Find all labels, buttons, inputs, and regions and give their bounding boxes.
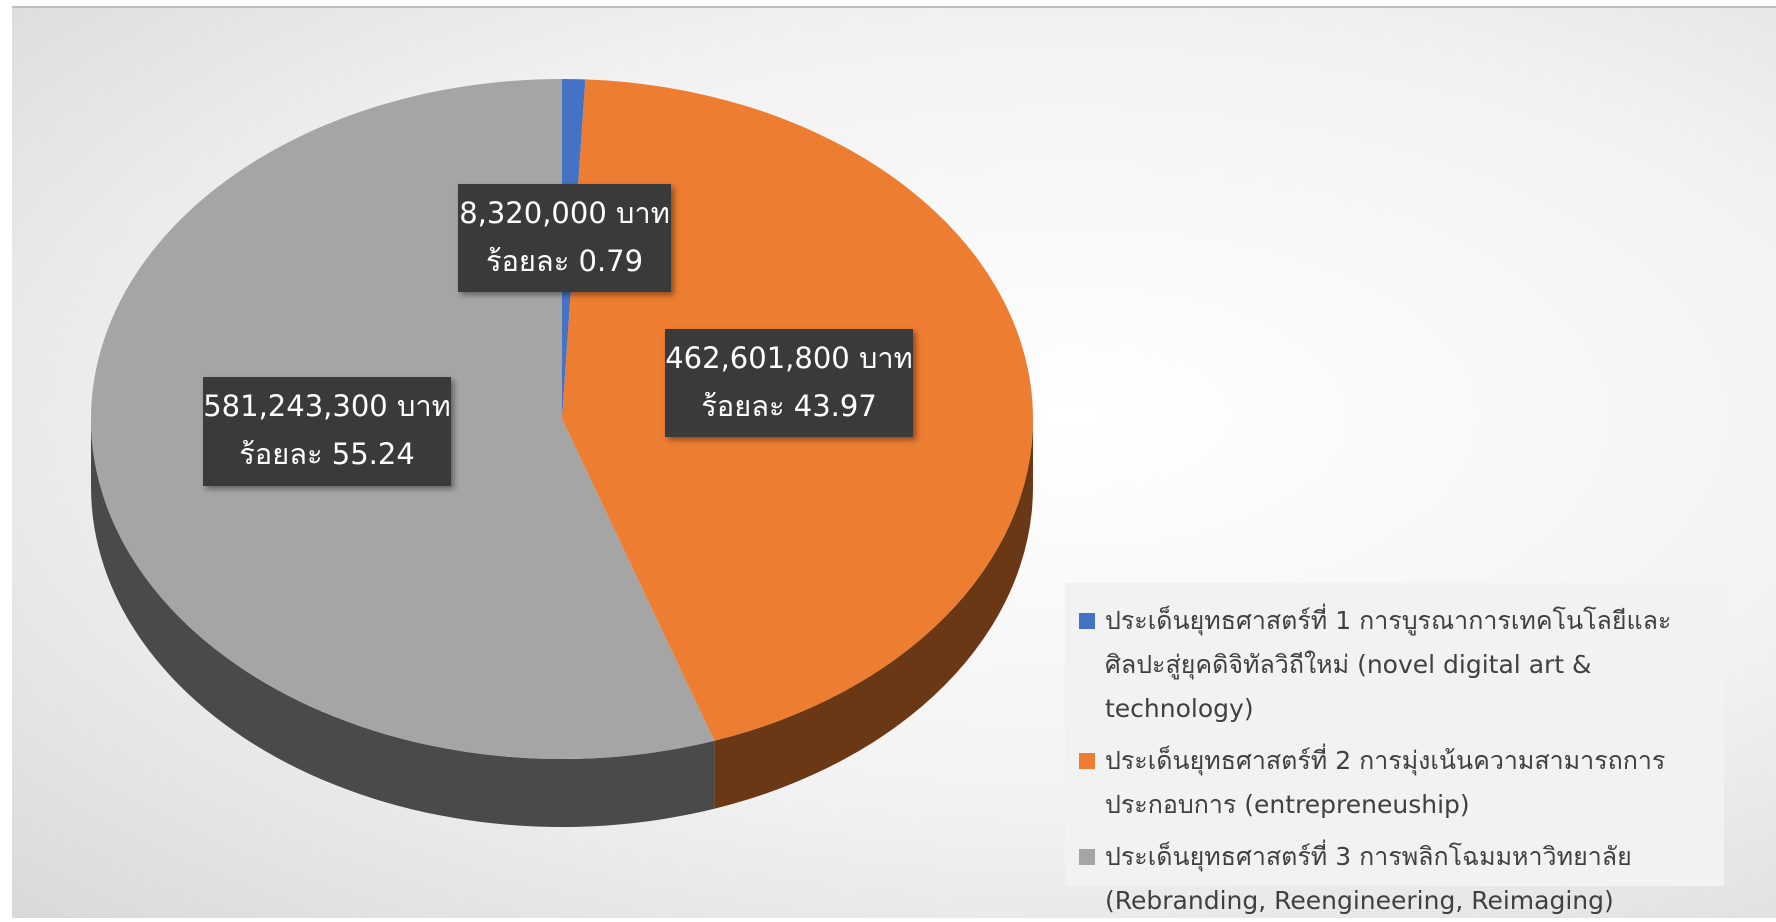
legend-label: ประเด็นยุทธศาสตร์ที่ 2 การมุ่งเน้นความสา…	[1105, 746, 1666, 819]
slice-side	[91, 419, 715, 827]
data-label: 462,601,800 บาท	[665, 341, 913, 375]
legend-item: ประเด็นยุทธศาสตร์ที่ 3 การพลิกโฉมมหาวิทย…	[1079, 835, 1710, 922]
data-label-percent: ร้อยละ 43.97	[701, 389, 877, 423]
legend-swatch	[1079, 753, 1095, 769]
data-label-percent: ร้อยละ 0.79	[486, 244, 643, 278]
legend: ประเด็นยุทธศาสตร์ที่ 1 การบูรณาการเทคโนโ…	[1065, 583, 1724, 915]
legend-label: ประเด็นยุทธศาสตร์ที่ 3 การพลิกโฉมมหาวิทย…	[1105, 842, 1632, 915]
data-label-box	[203, 377, 451, 486]
legend-label: ประเด็นยุทธศาสตร์ที่ 1 การบูรณาการเทคโนโ…	[1105, 606, 1672, 723]
data-label-percent: ร้อยละ 55.24	[239, 437, 415, 471]
slice-side	[714, 419, 1033, 809]
legend-item: ประเด็นยุทธศาสตร์ที่ 1 การบูรณาการเทคโนโ…	[1079, 599, 1710, 731]
data-label-box	[665, 329, 913, 437]
data-label: 8,320,000 บาท	[459, 196, 670, 230]
legend-swatch	[1079, 849, 1095, 865]
data-label-box	[458, 184, 671, 292]
data-label: 581,243,300 บาท	[203, 389, 451, 423]
legend-swatch	[1079, 613, 1095, 629]
legend-item: ประเด็นยุทธศาสตร์ที่ 2 การมุ่งเน้นความสา…	[1079, 739, 1710, 827]
